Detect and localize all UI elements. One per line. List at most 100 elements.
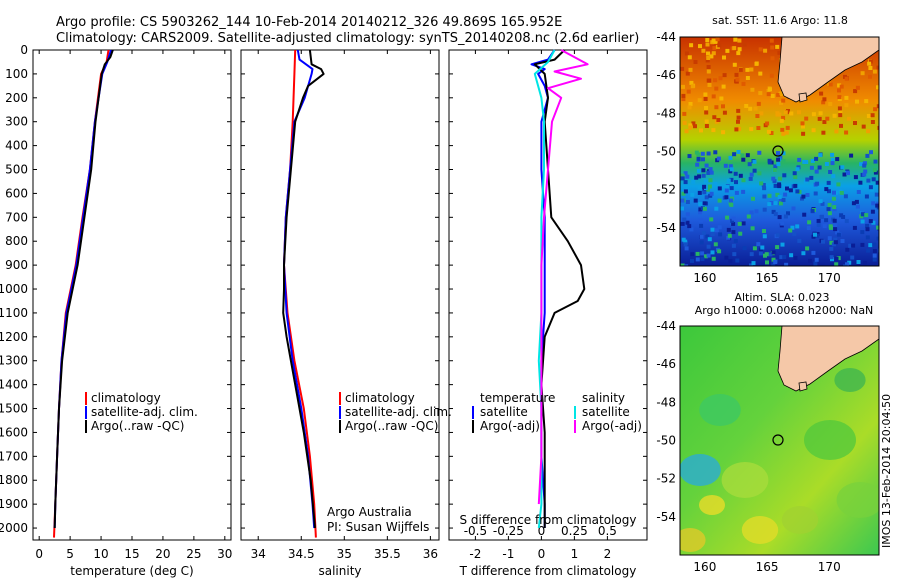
sst-pixel (731, 221, 736, 226)
sst-pixel (745, 153, 750, 158)
sst-pixel (741, 178, 746, 183)
map-x-tick-label: 170 (818, 271, 841, 285)
sst-pixel (814, 257, 819, 262)
sst-pixel (847, 260, 852, 265)
sst-pixel (712, 115, 717, 120)
sst-pixel (869, 150, 873, 155)
sst-pixel (865, 153, 870, 158)
sst-pixel (770, 45, 775, 50)
sst-pixel (783, 110, 788, 115)
sst-pixel (828, 82, 833, 87)
difference-legend: temperature salinity satellite Argo(-adj… (472, 391, 642, 433)
sst-pixel (700, 251, 705, 256)
sst-pixel (695, 162, 700, 167)
x-top-tick-label: -0.25 (493, 524, 524, 538)
sst-pixel (829, 240, 834, 245)
sst-pixel (754, 61, 759, 66)
sst-pixel (682, 120, 687, 125)
sst-pixel (687, 224, 692, 229)
sst-pixel (718, 232, 723, 237)
sst-pixel (864, 99, 869, 104)
sst-pixel (732, 152, 737, 157)
x-tick-label: 0 (35, 547, 43, 561)
y-tick-label: 1400 (0, 378, 28, 392)
sst-pixel (697, 98, 702, 103)
sst-pixel (687, 105, 692, 110)
sst-pixel (806, 226, 811, 230)
sst-pixel (709, 170, 714, 175)
sst-pixel (714, 105, 719, 110)
float-marker (772, 145, 784, 157)
sst-pixel (876, 225, 879, 230)
series-line-salinity-climatology (283, 49, 317, 538)
sst-pixel (747, 162, 752, 167)
sst-pixel (775, 233, 780, 238)
sst-pixel (736, 51, 741, 56)
sst-pixel (844, 219, 849, 224)
sst-pixel (756, 101, 761, 106)
map-y-tick-label: -52 (656, 472, 676, 486)
sst-pixel (685, 220, 690, 225)
sst-pixel (870, 187, 875, 192)
sst-pixel (689, 80, 694, 85)
sst-pixel (785, 125, 790, 130)
y-tick-label: 800 (5, 234, 28, 248)
sst-pixel (791, 206, 796, 211)
sst-pixel (801, 194, 806, 199)
sst-pixel (737, 47, 742, 52)
sst-pixel (744, 104, 749, 108)
sst-pixel (802, 159, 807, 164)
sst-pixel (680, 198, 685, 203)
sst-pixel (849, 153, 854, 158)
sst-pixel (738, 231, 743, 236)
sst-pixel (779, 118, 784, 123)
sst-pixel (775, 111, 780, 116)
sst-pixel (725, 215, 730, 220)
sst-pixel (793, 256, 798, 260)
temperature-legend: climatology satellite-adj. clim. Argo(..… (85, 391, 198, 433)
sst-pixel (771, 250, 776, 255)
sst-pixel (828, 102, 833, 106)
map-y-tick-label: -46 (656, 68, 676, 82)
sst-pixel (781, 115, 786, 120)
sst-pixel (843, 194, 848, 199)
sst-pixel (864, 213, 869, 218)
sst-pixel (769, 73, 774, 78)
sst-pixel (826, 180, 831, 185)
sla-blob (804, 420, 856, 460)
sst-pixel (729, 177, 734, 182)
sst-pixel (680, 263, 685, 266)
sst-pixel (700, 151, 705, 156)
sst-pixel (698, 210, 702, 215)
sst-pixel (688, 67, 693, 72)
sst-pixel (681, 97, 686, 102)
x-top-tick-label: 0.5 (598, 524, 617, 538)
sst-pixel (707, 83, 712, 87)
sst-pixel (813, 232, 817, 237)
sst-pixel (856, 260, 861, 264)
sst-pixel (777, 195, 782, 199)
sst-pixel (704, 124, 709, 128)
sla-blob (680, 454, 721, 486)
sst-pixel (684, 51, 689, 56)
y-tick-label: 2000 (0, 521, 28, 535)
sla-map: Altim. SLA: 0.023 Argo h1000: 0.0068 h20… (679, 291, 880, 556)
sst-pixel (776, 92, 781, 97)
sst-pixel (873, 107, 878, 112)
sst-pixel (769, 201, 774, 205)
sst-pixel (821, 239, 825, 244)
sst-pixel (755, 114, 760, 118)
sst-pixel (818, 199, 823, 204)
sst-pixel (760, 245, 765, 250)
map-x-tick-label: 165 (756, 560, 779, 574)
sst-pixel (844, 130, 849, 135)
sst-pixel (805, 246, 810, 251)
sst-pixel (745, 67, 750, 72)
sst-pixel (780, 221, 785, 226)
sst-pixel (721, 104, 725, 109)
sst-pixel (736, 119, 740, 124)
sst-pixel (732, 62, 737, 67)
sst-pixel (835, 157, 840, 162)
sst-pixel (726, 178, 731, 183)
sst-pixel (768, 252, 773, 257)
